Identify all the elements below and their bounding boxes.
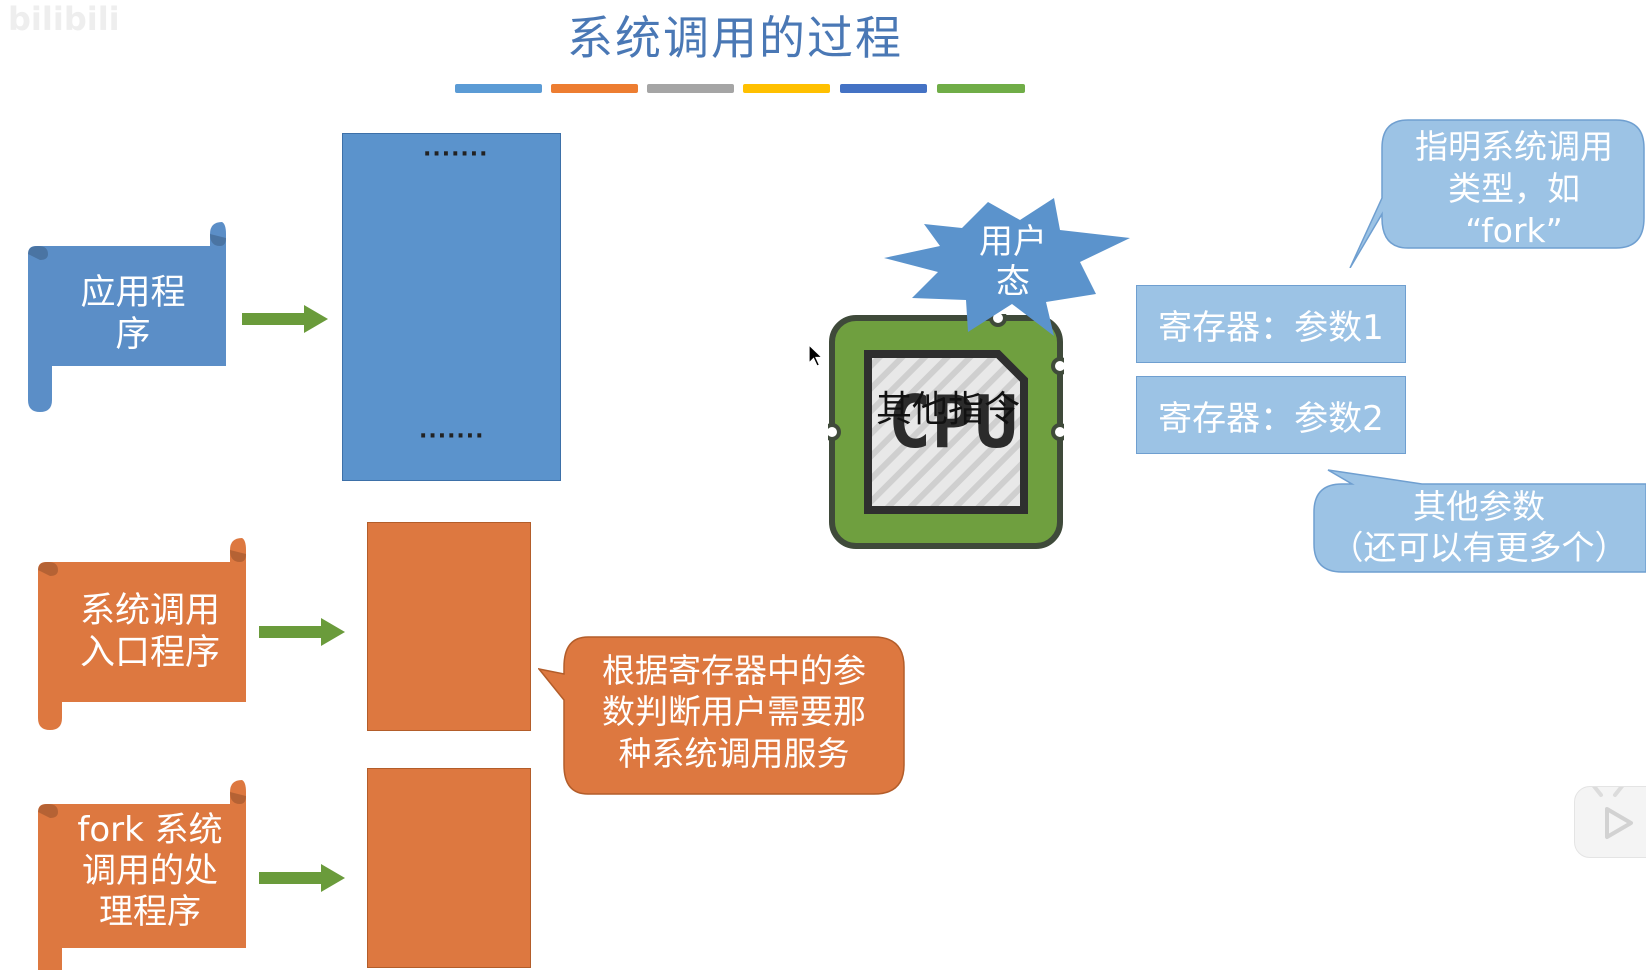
app-program-label: 应用程 序 [80, 273, 186, 355]
stripe-2 [551, 84, 638, 93]
judge-service-text: 根据寄存器中的参 数判断用户需要那 种系统调用服务 [602, 651, 866, 773]
arrow-app [242, 305, 328, 333]
syscall-entry-label: 系统调用 入口程序 [79, 591, 220, 673]
video-play-button[interactable] [1574, 783, 1646, 858]
user-mode-burst: 用户 态 [884, 194, 1134, 342]
syscall-entry-memory-block [367, 522, 531, 731]
cpu-chip-text: CPU [887, 380, 1019, 464]
slide-title: 系统调用的过程 [567, 11, 903, 65]
bilibili-watermark: bilibili [8, 0, 120, 38]
fork-handler-memory-block [367, 768, 531, 968]
fork-handler-label: fork 系统 调用的处 理程序 [77, 810, 223, 932]
app-program-scroll: 应用程 序 [20, 220, 226, 412]
register-param-2: 寄存器：参数2 [1136, 376, 1406, 454]
user-mode-text: 用户 态 [979, 222, 1047, 303]
stripe-3 [647, 84, 734, 93]
mouse-cursor-icon [808, 344, 824, 367]
syscall-type-text: 指明系统调用 类型，如 “fork” [1415, 127, 1613, 251]
bottom-ellipsis: ······· [419, 424, 485, 449]
syscall-entry-scroll: 系统调用 入口程序 [30, 538, 246, 730]
other-params-text: 其他参数 （还可以有更多个） [1330, 487, 1628, 568]
syscall-type-callout: 指明系统调用 类型，如 “fork” [1348, 118, 1646, 269]
stripe-1 [455, 84, 542, 93]
stripe-5 [840, 84, 927, 93]
cpu-chip: CPU 其他指令 [823, 309, 1069, 550]
stripe-6 [937, 84, 1025, 93]
other-params-callout: 其他参数 （还可以有更多个） [1312, 468, 1646, 574]
arrow-entry [259, 618, 345, 646]
other-instructions-label: 其他指令 [875, 389, 1020, 430]
user-program-memory-block: ······· ······· [342, 133, 561, 481]
play-icon [1591, 783, 1633, 839]
top-ellipsis: ······· [423, 142, 489, 167]
arrow-fork [259, 864, 345, 892]
stripe-4 [743, 84, 830, 93]
fork-handler-scroll: fork 系统 调用的处 理程序 [30, 780, 246, 970]
register-param-1: 寄存器：参数1 [1136, 285, 1406, 363]
judge-service-callout: 根据寄存器中的参 数判断用户需要那 种系统调用服务 [537, 636, 906, 796]
